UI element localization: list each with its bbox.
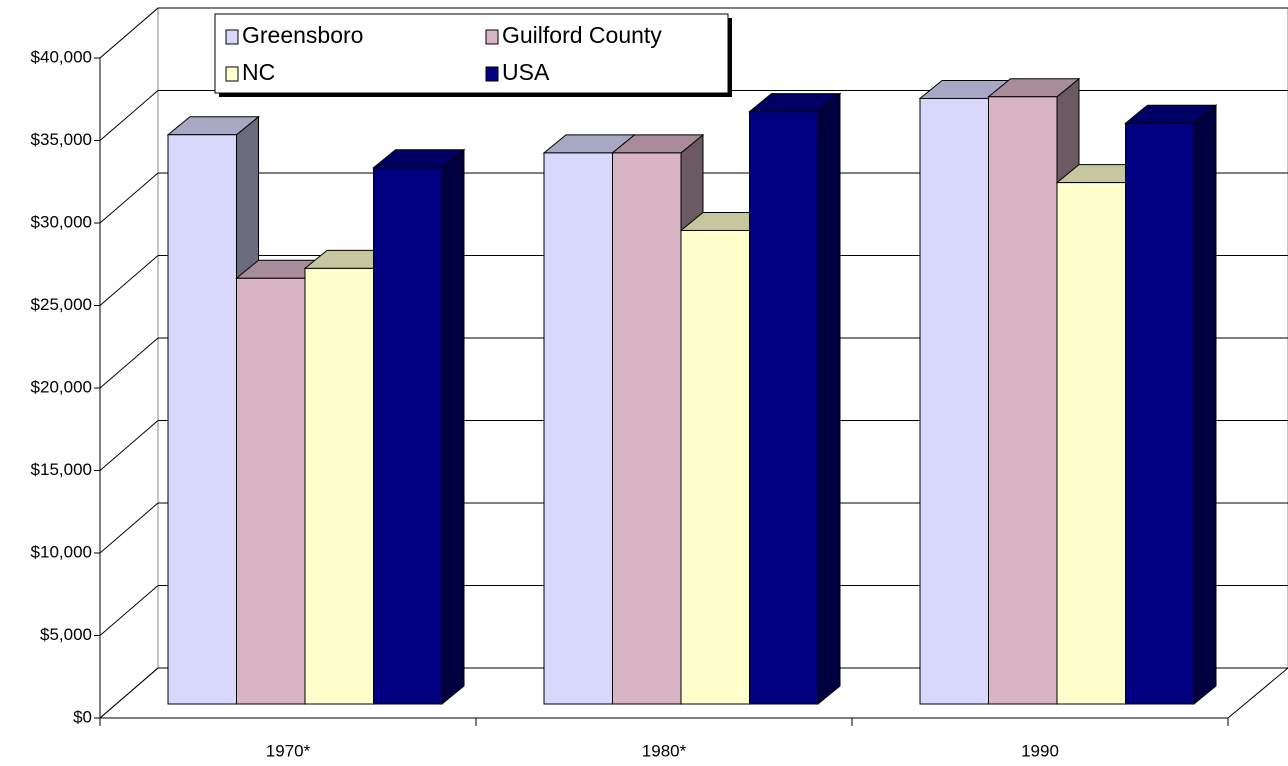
bar-front [988, 96, 1058, 705]
bar-front [680, 229, 750, 705]
bar [748, 92, 842, 706]
side-grid-line [99, 420, 159, 471]
side-grid-line [99, 337, 159, 389]
y-tick-label: $20,000 [31, 377, 92, 396]
y-tick-label: $15,000 [31, 460, 92, 479]
side-grid-line [99, 255, 159, 306]
y-tick-label: $25,000 [31, 295, 92, 314]
y-tick-label: $35,000 [31, 130, 92, 149]
y-tick-label: $0 [73, 707, 92, 726]
side-grid-line [99, 502, 159, 554]
x-tick-label: 1990 [1021, 741, 1059, 760]
legend [214, 13, 729, 94]
x-tick-label: 1970* [266, 741, 311, 760]
legend-label: USA [502, 59, 550, 85]
legend-label: Greensboro [242, 22, 363, 48]
legend-label: Guilford County [502, 22, 662, 48]
bar-side [817, 92, 841, 706]
bar-front [373, 167, 443, 705]
side-grid-line [99, 90, 159, 141]
bar-front [749, 111, 819, 705]
y-tick-label: $10,000 [31, 542, 92, 561]
legend-swatch [485, 66, 499, 82]
bar-side [1193, 104, 1217, 706]
bar-front [612, 152, 682, 705]
bar-front [919, 97, 989, 705]
legend-swatch [225, 29, 239, 45]
bar-front [304, 267, 374, 705]
bar-front [236, 277, 306, 705]
legend-swatch [225, 66, 239, 82]
side-grid-line [99, 172, 159, 224]
bar-side [441, 148, 465, 706]
legend-label: NC [242, 59, 275, 85]
bar-front [167, 134, 237, 705]
x-tick-label: 1980* [642, 741, 687, 760]
side-grid-line [99, 7, 159, 59]
y-tick-label: $5,000 [40, 625, 92, 644]
bar [1124, 104, 1218, 706]
bar-front [1125, 122, 1195, 705]
bar [372, 148, 466, 706]
side-grid-line [99, 667, 159, 719]
legend-swatch [485, 29, 499, 45]
bar-front [543, 152, 613, 705]
side-grid-line [99, 585, 159, 636]
y-tick-label: $40,000 [31, 47, 92, 66]
bar-front [1056, 182, 1126, 705]
y-tick-label: $30,000 [31, 212, 92, 231]
